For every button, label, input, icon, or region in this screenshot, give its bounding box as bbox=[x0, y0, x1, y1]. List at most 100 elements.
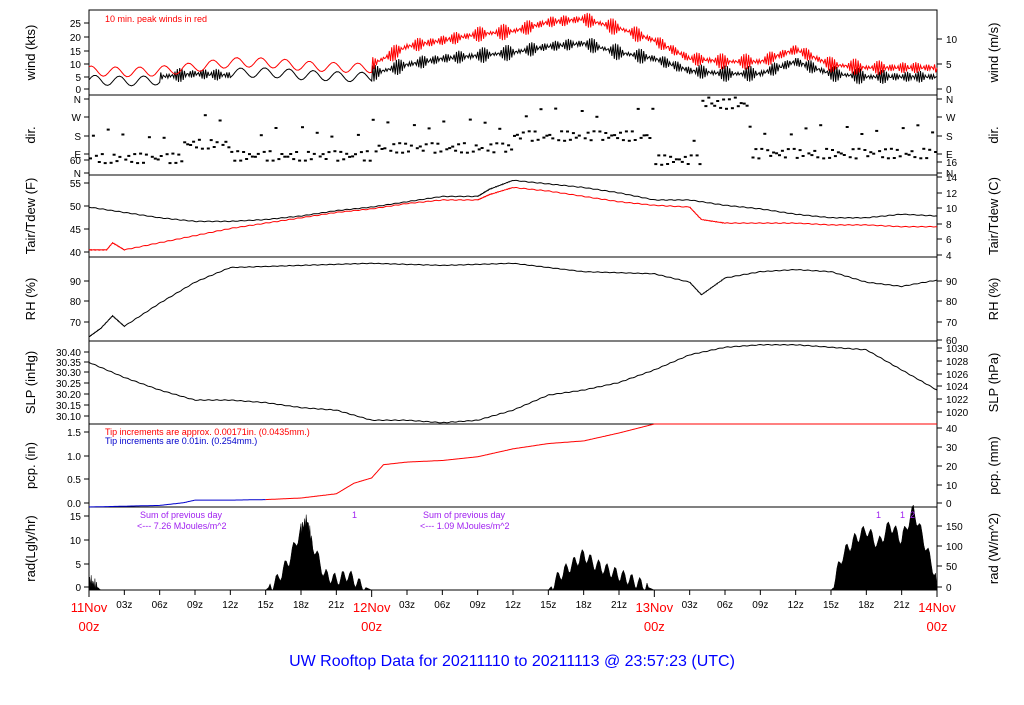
dir-point bbox=[710, 102, 714, 105]
dir-point bbox=[274, 127, 278, 129]
dir-point bbox=[389, 149, 393, 152]
dir-left-tick-label: W bbox=[72, 113, 82, 124]
dir-point bbox=[698, 163, 702, 166]
dir-point bbox=[177, 153, 181, 156]
dir-point bbox=[242, 151, 246, 153]
dir-point bbox=[342, 158, 346, 161]
dir-point bbox=[495, 142, 499, 145]
dir-point bbox=[783, 156, 787, 159]
dir-point bbox=[156, 158, 160, 161]
dir-point bbox=[518, 137, 522, 140]
dir-point bbox=[144, 153, 148, 156]
dir-point bbox=[153, 157, 157, 160]
dir-point bbox=[574, 136, 578, 139]
dir-point bbox=[722, 98, 726, 101]
dir-point bbox=[327, 151, 331, 154]
dir-point bbox=[660, 163, 664, 166]
rad-right-tick-label: 100 bbox=[946, 542, 963, 553]
dir-point bbox=[686, 163, 690, 165]
slp-left-tick-label: 30.20 bbox=[56, 390, 81, 401]
dir-point bbox=[106, 128, 110, 131]
dir-point bbox=[895, 148, 899, 151]
dir-point bbox=[195, 146, 198, 149]
dir-point bbox=[772, 151, 776, 154]
dir-point bbox=[442, 120, 446, 123]
x-hour-tick-label: 15z bbox=[823, 600, 839, 611]
slp-right-tick-label: 1030 bbox=[946, 344, 969, 355]
x-hour-tick-label: 12z bbox=[222, 600, 238, 611]
rad-ylabel-left: rad(Lgly/hr) bbox=[23, 515, 38, 581]
dir-point bbox=[907, 153, 911, 156]
slp-right-tick-label: 1026 bbox=[946, 370, 969, 381]
dir-point bbox=[836, 151, 840, 154]
dir-point bbox=[409, 144, 413, 147]
dir-point bbox=[601, 138, 605, 141]
dir-point bbox=[365, 150, 369, 153]
temp-right-tick-label: 16 bbox=[946, 158, 958, 169]
dir-point bbox=[298, 159, 302, 162]
x-hour-tick-label: 06z bbox=[152, 600, 168, 611]
temp-left-tick-label: 55 bbox=[70, 179, 82, 190]
pcp-left-tick-label: 0.5 bbox=[67, 475, 81, 486]
dir-point bbox=[412, 124, 416, 127]
slp-series-0-line bbox=[88, 343, 938, 424]
dir-point bbox=[89, 157, 92, 160]
dir-point bbox=[165, 153, 169, 156]
dir-point bbox=[233, 159, 237, 162]
dir-point bbox=[825, 147, 829, 150]
dir-point bbox=[881, 156, 885, 159]
dir-point bbox=[401, 151, 405, 154]
dir-point bbox=[804, 127, 808, 130]
x-hour-tick-label: 09z bbox=[752, 600, 768, 611]
wind-ylabel-left: wind (kts) bbox=[23, 25, 38, 82]
dir-point bbox=[483, 121, 487, 124]
dir-point bbox=[730, 107, 734, 110]
dir-point bbox=[571, 132, 575, 135]
dir-point bbox=[474, 144, 478, 147]
dir-point bbox=[798, 149, 802, 152]
dir-point bbox=[286, 155, 290, 158]
dir-left-tick-label: E bbox=[74, 150, 81, 161]
slp-right-tick-label: 1020 bbox=[946, 408, 969, 419]
x-axis: 03z 06z 09z 12z 15z 18z 21z 03z 06z 09z 12z 15z 18z 2… bbox=[71, 590, 956, 634]
dir-point bbox=[377, 144, 381, 147]
rad-sum-label-1: Sum of previous day bbox=[140, 510, 223, 520]
dir-point bbox=[919, 157, 923, 160]
dir-point bbox=[315, 131, 319, 134]
dir-point bbox=[507, 144, 511, 147]
pcp-annotation-red: Tip increments are approx. 0.00171in. (0… bbox=[105, 427, 310, 437]
dir-point bbox=[280, 153, 284, 155]
dir-point bbox=[586, 131, 590, 134]
rad-left-tick-label: 0 bbox=[75, 583, 81, 594]
dir-point bbox=[239, 159, 243, 162]
dir-point bbox=[348, 155, 352, 158]
dir-point bbox=[627, 139, 631, 142]
dir-point bbox=[677, 158, 681, 161]
pcp-left-tick-label: 0.0 bbox=[67, 499, 81, 510]
dir-point bbox=[551, 137, 555, 140]
x-hour-tick-label: 21z bbox=[894, 600, 910, 611]
dir-point bbox=[230, 150, 234, 153]
dir-point bbox=[630, 130, 634, 133]
dir-point bbox=[616, 137, 620, 140]
dir-point bbox=[713, 104, 717, 107]
dir-point bbox=[265, 159, 269, 162]
dir-point bbox=[828, 156, 832, 159]
dir-point bbox=[884, 148, 887, 151]
dir-point bbox=[236, 150, 240, 153]
temp-series-0-line bbox=[88, 179, 938, 223]
dir-point bbox=[112, 153, 116, 156]
slp-left-tick-label: 30.25 bbox=[56, 379, 81, 390]
pcp-series-0-line bbox=[88, 499, 266, 508]
dir-point bbox=[580, 110, 584, 112]
rh-right-tick-label: 80 bbox=[946, 297, 958, 308]
dir-point bbox=[792, 147, 796, 150]
wind-left-tick-label: 5 bbox=[75, 73, 81, 84]
dir-point bbox=[115, 160, 119, 163]
dir-point bbox=[786, 148, 790, 151]
slp-right-tick-label: 1028 bbox=[946, 357, 969, 368]
temp-ylabel-left: Tair/Tdew (F) bbox=[23, 178, 38, 255]
dir-point bbox=[707, 96, 711, 99]
slp-ylabel-right: SLP (hPa) bbox=[986, 353, 1001, 413]
